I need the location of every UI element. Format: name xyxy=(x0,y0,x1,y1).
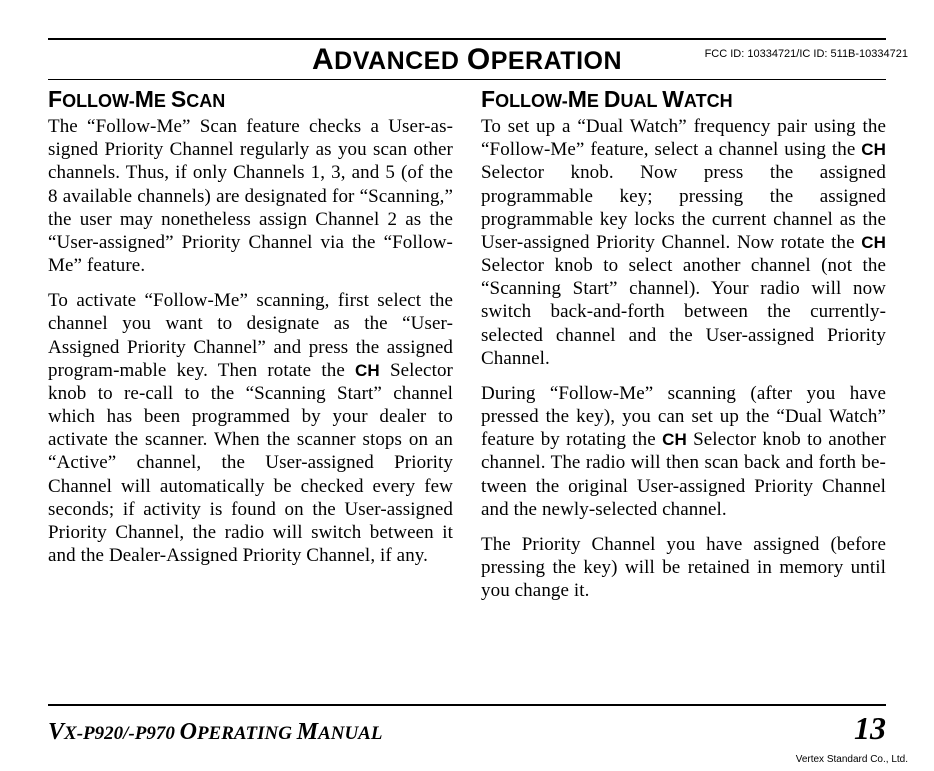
left-p1: The “Follow-Me” Scan feature checks a Us… xyxy=(48,115,453,277)
lh-m: M xyxy=(135,86,154,112)
ch-knob-label: CH xyxy=(662,430,687,449)
mt-perating: PERATING xyxy=(197,723,297,744)
mt-o: O xyxy=(180,719,197,745)
bottom-rule xyxy=(48,704,886,706)
chapter-lead-a: A xyxy=(312,43,334,76)
vertex-copyright: Vertex Standard Co., Ltd. xyxy=(796,754,908,765)
lh-can: CAN xyxy=(186,91,225,111)
footer: VX-P920/-P970 OPERATING MANUAL 13 xyxy=(48,704,886,747)
page-number: 13 xyxy=(854,710,886,747)
left-p2: To activate “Follow-Me” scanning, first … xyxy=(48,289,453,567)
chapter-lead-o: O xyxy=(467,43,491,76)
rh-ollow: OLLOW xyxy=(495,91,562,111)
rh-m: M xyxy=(568,86,587,112)
right-p1a: To set up a “Dual Watch” frequency pair … xyxy=(481,116,886,160)
rh-w: W xyxy=(662,86,684,112)
rh-atch: ATCH xyxy=(684,91,733,111)
right-p2: During “Follow-Me” scanning (after you h… xyxy=(481,382,886,521)
chapter-word-advanced: DVANCED xyxy=(334,47,459,75)
mt-anual: ANUAL xyxy=(318,723,382,744)
mt-v: V xyxy=(48,719,64,745)
columns: FOLLOW-ME SCAN The “Follow-Me” Scan feat… xyxy=(48,80,886,614)
chapter-space xyxy=(459,47,466,75)
rh-f: F xyxy=(481,86,495,112)
document-page: FCC ID: 10334721/IC ID: 511B-10334721 AD… xyxy=(0,38,934,771)
right-column: FOLLOW-ME DUAL WATCH To set up a “Dual W… xyxy=(481,86,886,614)
left-p2b: Selector knob to re-call to the “Scannin… xyxy=(48,360,453,566)
left-heading: FOLLOW-ME SCAN xyxy=(48,86,453,113)
footer-row: VX-P920/-P970 OPERATING MANUAL 13 xyxy=(48,710,886,747)
fcc-id-text: FCC ID: 10334721/IC ID: 511B-10334721 xyxy=(705,48,908,60)
left-column: FOLLOW-ME SCAN The “Follow-Me” Scan feat… xyxy=(48,86,453,614)
right-p3: The Priority Channel you have assigned (… xyxy=(481,533,886,603)
ch-knob-label: CH xyxy=(861,233,886,252)
ch-knob-label: CH xyxy=(861,140,886,159)
rh-ual: UAL xyxy=(621,91,658,111)
mt-m: M xyxy=(297,719,318,745)
rh-e: E xyxy=(587,91,599,111)
lh-f: F xyxy=(48,86,62,112)
ch-knob-label: CH xyxy=(355,361,380,380)
right-p1b: Selector knob. Now press the assigned pr… xyxy=(481,162,886,253)
right-heading: FOLLOW-ME DUAL WATCH xyxy=(481,86,886,113)
lh-s: S xyxy=(171,86,186,112)
rh-d: D xyxy=(604,86,621,112)
mt-x: X-P920/-P970 xyxy=(64,723,180,744)
chapter-word-operation: PERATION xyxy=(491,47,622,75)
right-p1: To set up a “Dual Watch” frequency pair … xyxy=(481,115,886,370)
lh-ollow: OLLOW xyxy=(62,91,129,111)
lh-e: E xyxy=(154,91,166,111)
right-p1c: Selector knob to select another channel … xyxy=(481,255,886,369)
